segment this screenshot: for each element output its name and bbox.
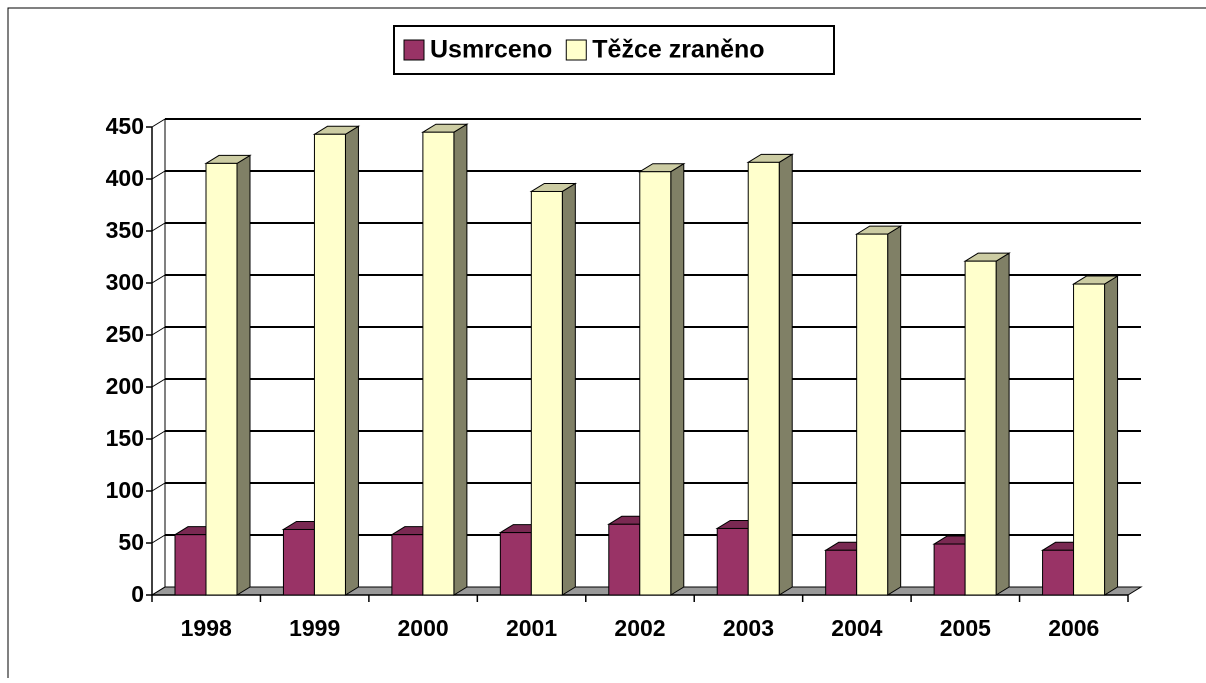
y-tick-label: 50	[118, 529, 144, 555]
x-tick-label: 2005	[940, 615, 991, 641]
bar-side	[453, 123, 468, 596]
x-tick-label: 2000	[398, 615, 449, 641]
bar-front	[391, 534, 424, 596]
bar-front	[856, 233, 889, 596]
grid-diagonal	[151, 274, 166, 284]
bar-front	[825, 549, 858, 596]
y-tick-label: 300	[106, 269, 144, 295]
bar	[529, 182, 578, 596]
grid-diagonal	[151, 378, 166, 388]
grid-diagonal	[151, 586, 166, 596]
bar-front	[282, 528, 315, 596]
bar	[746, 153, 794, 596]
legend-swatch	[403, 39, 425, 61]
x-tick-label: 2004	[831, 615, 882, 641]
grid-diagonal	[151, 534, 166, 544]
bar-side	[1104, 275, 1119, 596]
y-tick-label: 0	[131, 581, 144, 607]
bar-front	[608, 523, 641, 596]
grid-diagonal	[151, 326, 166, 336]
bar-front	[205, 162, 238, 596]
legend-box	[393, 25, 835, 75]
grid-diagonal	[151, 222, 166, 232]
grid-diagonal	[151, 482, 166, 492]
bar-front	[313, 133, 346, 596]
grid-diagonal	[151, 430, 166, 440]
bar	[638, 162, 686, 596]
bar-side	[670, 162, 685, 596]
y-tick-label: 250	[106, 321, 144, 347]
grid-diagonal	[151, 170, 166, 180]
x-tick-label: 2002	[614, 615, 665, 641]
bar-front	[964, 260, 997, 596]
y-tick-label: 200	[106, 373, 144, 399]
bar-front	[174, 534, 207, 596]
chart-frame	[7, 7, 1206, 678]
bar-front	[1073, 283, 1106, 596]
bar-side	[561, 182, 576, 596]
legend-label: Těžce zraněno	[592, 36, 764, 64]
x-tick-label: 2001	[506, 615, 557, 641]
legend-swatch	[565, 39, 587, 61]
legend-label: Usmrceno	[430, 36, 552, 64]
bar-side	[778, 153, 793, 596]
grid-diagonal	[151, 118, 166, 128]
bar-front	[499, 532, 532, 596]
bar-front	[530, 190, 563, 596]
bar	[963, 252, 1011, 596]
bar-front	[1042, 549, 1075, 596]
bar-side	[236, 154, 251, 596]
bar-front	[747, 161, 780, 596]
x-tick-label: 2003	[723, 615, 774, 641]
y-tick-label: 100	[106, 477, 144, 503]
bar	[1071, 275, 1120, 596]
bar-front	[933, 543, 966, 596]
bar	[854, 225, 903, 596]
y-tick-label: 450	[106, 113, 144, 139]
y-tick-label: 400	[106, 165, 144, 191]
bar-front	[716, 527, 749, 596]
x-tick-label: 1998	[181, 615, 232, 641]
bar-front	[422, 131, 455, 596]
bar-side	[887, 225, 902, 596]
x-tick-label: 1999	[289, 615, 340, 641]
bar	[421, 123, 469, 596]
y-tick-label: 350	[106, 217, 144, 243]
bar	[204, 154, 252, 596]
bar	[312, 125, 361, 596]
bar-side	[344, 125, 359, 596]
bar-front	[639, 171, 672, 596]
y-tick-label: 150	[106, 425, 144, 451]
bar-side	[995, 252, 1010, 596]
x-tick-label: 2006	[1048, 615, 1099, 641]
